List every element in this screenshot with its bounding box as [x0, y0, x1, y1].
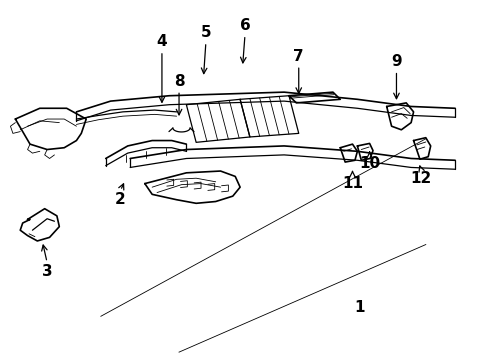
Text: 6: 6: [240, 18, 250, 33]
Text: 10: 10: [359, 156, 380, 171]
Text: 8: 8: [174, 74, 184, 89]
Text: 1: 1: [355, 300, 365, 315]
Text: 9: 9: [391, 54, 402, 69]
Text: 5: 5: [200, 26, 211, 40]
Text: 7: 7: [294, 49, 304, 64]
Text: 4: 4: [157, 35, 167, 49]
Text: 2: 2: [115, 192, 126, 207]
Text: 11: 11: [342, 176, 363, 191]
Text: 12: 12: [410, 171, 432, 186]
Text: 3: 3: [42, 264, 52, 279]
